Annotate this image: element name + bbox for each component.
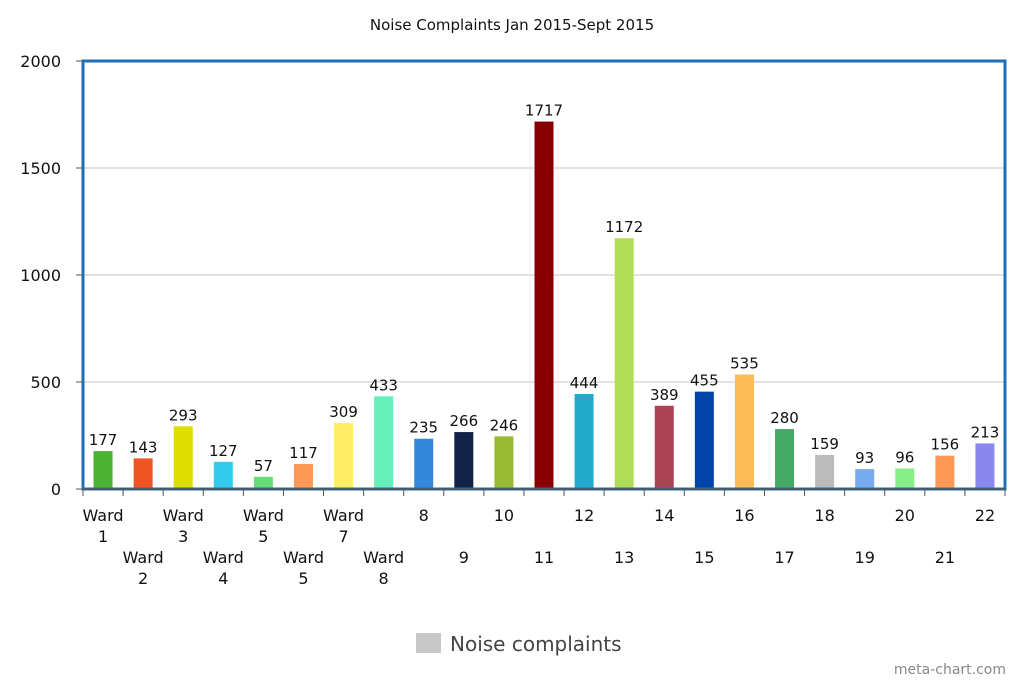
- bar: [253, 476, 273, 489]
- x-tick-label: 8: [419, 506, 429, 525]
- x-tick-label: Ward: [363, 548, 404, 567]
- x-tick-label: 3: [178, 527, 188, 546]
- data-label: 444: [570, 374, 599, 392]
- y-axis: 0 500 1000 1500 2000: [20, 52, 83, 499]
- data-label: 1717: [525, 102, 563, 120]
- x-tick-label: Ward: [123, 548, 164, 567]
- data-label: 293: [169, 406, 198, 424]
- data-label: 117: [289, 444, 318, 462]
- bars: 177 143 293 127 57 117 309 433 235 266 246 1717 444 1…: [89, 102, 1000, 489]
- x-tick-label: 8: [379, 569, 389, 588]
- data-label: 127: [209, 442, 238, 460]
- bar: [213, 461, 233, 489]
- x-tick-label: 13: [614, 548, 634, 567]
- bar: [494, 436, 514, 489]
- data-label: 57: [254, 457, 273, 475]
- data-label: 93: [855, 449, 874, 467]
- legend-label: Noise complaints: [450, 632, 622, 656]
- x-tick-label: 17: [774, 548, 794, 567]
- bar: [374, 396, 394, 489]
- bar: [694, 391, 714, 489]
- x-tick-label: 7: [338, 527, 348, 546]
- data-label: 177: [89, 431, 118, 449]
- bar: [815, 454, 835, 489]
- y-tick-label: 1000: [20, 266, 61, 285]
- x-tick-label: 16: [734, 506, 754, 525]
- data-label: 280: [770, 409, 799, 427]
- data-label: 246: [490, 416, 519, 434]
- x-tick-label: 4: [218, 569, 228, 588]
- bar: [975, 443, 995, 489]
- data-label: 389: [650, 386, 679, 404]
- x-tick-label: 12: [574, 506, 594, 525]
- x-tick-label: 2: [138, 569, 148, 588]
- x-tick-label: 11: [534, 548, 554, 567]
- x-tick-label: 18: [814, 506, 834, 525]
- data-label: 266: [450, 412, 479, 430]
- x-tick-label: 22: [975, 506, 995, 525]
- bar: [93, 451, 113, 489]
- x-axis: Ward 1 Ward 2 Ward 3 Ward 4 Ward 5 Ward 5 Ward 7 Ward 8…: [82, 489, 1006, 588]
- x-tick-label: Ward: [323, 506, 364, 525]
- bar: [614, 238, 634, 489]
- data-label: 535: [730, 355, 759, 373]
- y-tick-label: 0: [51, 480, 61, 499]
- bar: [334, 422, 354, 489]
- x-tick-label: 21: [935, 548, 955, 567]
- legend-swatch: [416, 633, 441, 653]
- x-tick-label: Ward: [243, 506, 284, 525]
- bar: [173, 426, 193, 489]
- x-tick-label: 5: [298, 569, 308, 588]
- bar: [454, 432, 474, 489]
- y-tick-label: 2000: [20, 52, 61, 71]
- bar: [895, 468, 915, 489]
- x-tick-label: 19: [855, 548, 875, 567]
- bar: [574, 393, 594, 489]
- legend: Noise complaints: [416, 632, 622, 656]
- x-tick-label: Ward: [283, 548, 324, 567]
- y-tick-label: 1500: [20, 159, 61, 178]
- data-label: 309: [329, 403, 358, 421]
- x-tick-label: 9: [459, 548, 469, 567]
- data-label: 455: [690, 372, 719, 390]
- bar: [775, 429, 795, 489]
- bar: [734, 374, 754, 489]
- bar: [935, 455, 955, 489]
- bar: [534, 121, 554, 489]
- bar: [654, 405, 674, 489]
- data-label: 96: [895, 448, 914, 466]
- x-tick-label: 10: [494, 506, 514, 525]
- x-tick-label: 20: [895, 506, 915, 525]
- bar: [293, 463, 313, 489]
- bar: [133, 458, 153, 489]
- data-label: 159: [810, 435, 839, 453]
- data-label: 1172: [605, 218, 643, 236]
- x-tick-label: Ward: [83, 506, 124, 525]
- bar: [414, 438, 434, 489]
- y-tick-label: 500: [30, 373, 61, 392]
- x-tick-label: 1: [98, 527, 108, 546]
- x-tick-label: 15: [694, 548, 714, 567]
- watermark: meta-chart.com: [894, 662, 1006, 678]
- chart-title: Noise Complaints Jan 2015-Sept 2015: [370, 16, 654, 34]
- x-tick-label: 5: [258, 527, 268, 546]
- data-label: 156: [931, 436, 960, 454]
- data-label: 213: [971, 423, 1000, 441]
- x-tick-label: Ward: [163, 506, 204, 525]
- x-tick-label: 14: [654, 506, 674, 525]
- bar: [855, 469, 875, 489]
- data-label: 433: [369, 376, 398, 394]
- data-label: 143: [129, 438, 158, 456]
- data-label: 235: [409, 419, 438, 437]
- x-tick-label: Ward: [203, 548, 244, 567]
